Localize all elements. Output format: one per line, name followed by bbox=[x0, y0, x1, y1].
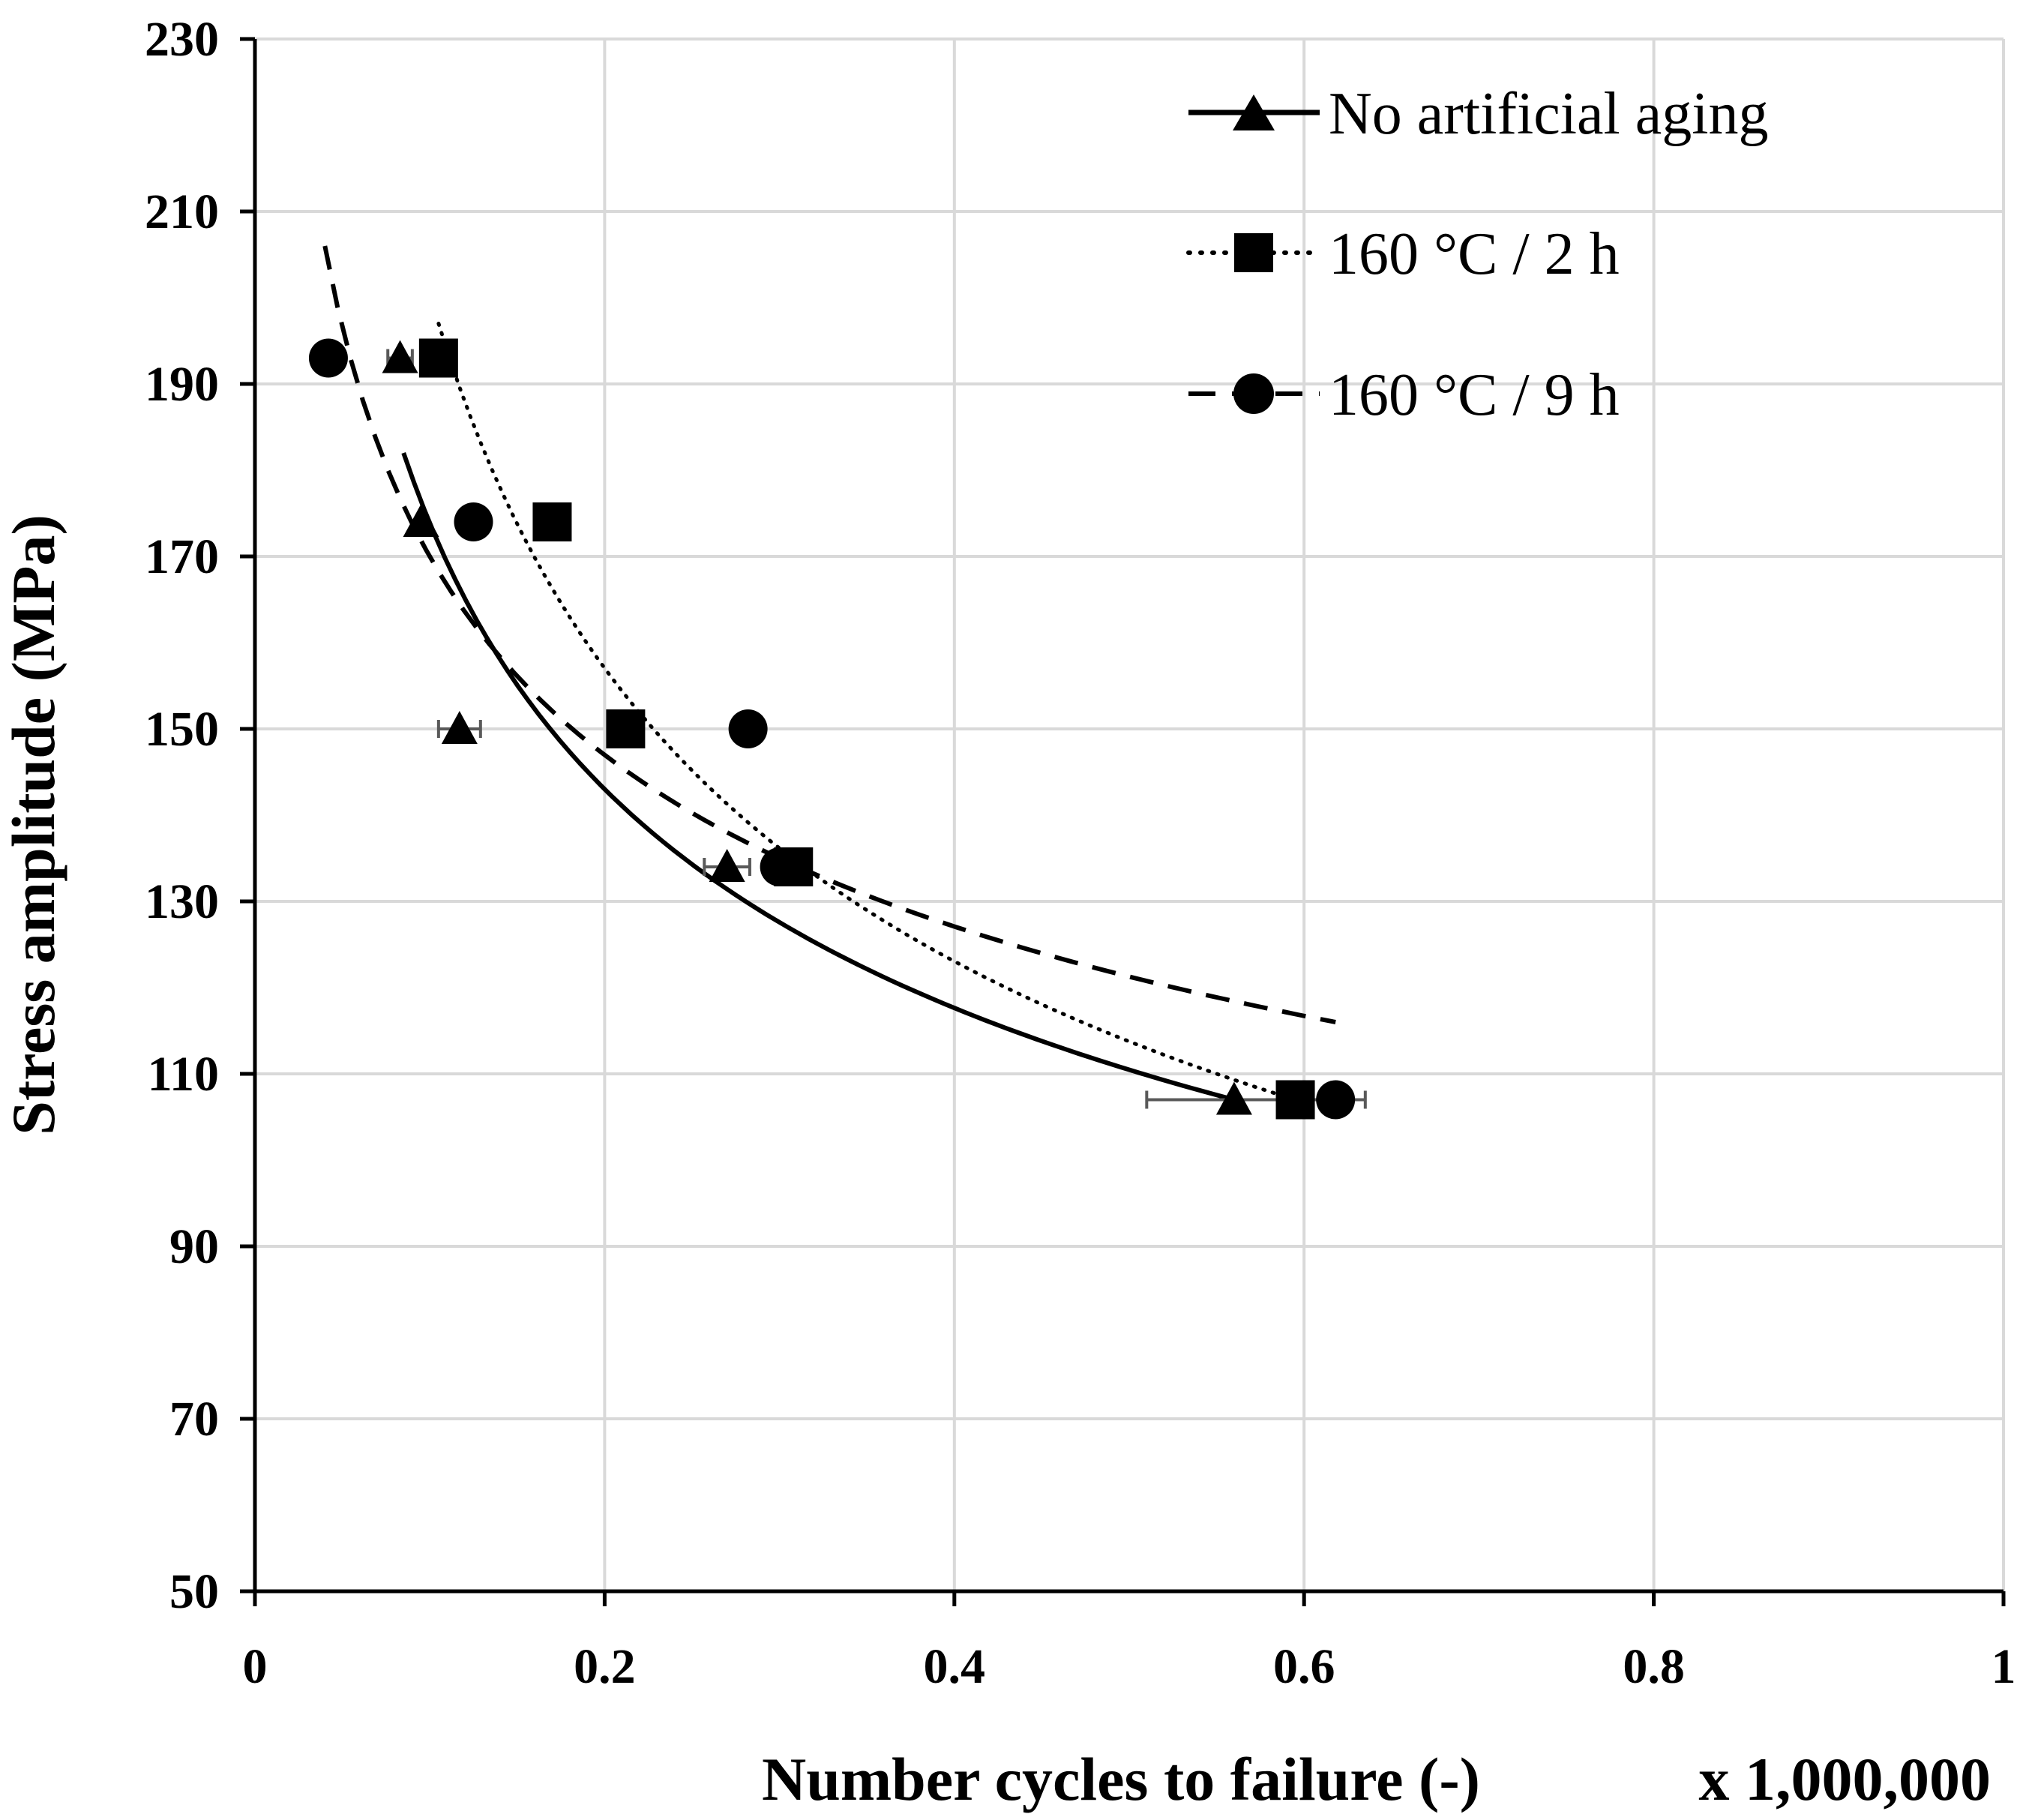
y-tick-label: 110 bbox=[148, 1047, 219, 1102]
trend-line-circle bbox=[322, 245, 1336, 1024]
x-tick-label: 0.6 bbox=[1273, 1639, 1335, 1694]
x-tick-label: 0.8 bbox=[1623, 1639, 1685, 1694]
x-tick-label: 0.4 bbox=[924, 1639, 986, 1694]
triangle-marker bbox=[382, 340, 418, 373]
triangle-marker bbox=[709, 849, 745, 882]
gridlines bbox=[255, 37, 2005, 1591]
tick-labels: 50 70 90 110 130 150 170 190 210 230 0 0.2 0.4 0.6 0.8… bbox=[145, 12, 2016, 1694]
legend-square-marker bbox=[1234, 233, 1273, 272]
legend-triangle-marker bbox=[1233, 94, 1275, 130]
circle-marker bbox=[308, 338, 348, 378]
y-tick-label: 90 bbox=[169, 1219, 219, 1274]
y-tick-label: 50 bbox=[169, 1564, 219, 1619]
circle-marker bbox=[454, 502, 493, 541]
square-marker bbox=[418, 338, 458, 378]
triangle-marker bbox=[1215, 1081, 1252, 1115]
legend-circle-marker bbox=[1233, 373, 1274, 414]
x-tick-label: 1 bbox=[1992, 1639, 2016, 1694]
circle-marker bbox=[760, 847, 799, 886]
y-tick-label: 210 bbox=[145, 184, 219, 239]
legend-label-2h: 160 °C / 2 h bbox=[1329, 221, 1620, 287]
y-tick-label: 190 bbox=[145, 357, 219, 412]
x-tick-label: 0 bbox=[243, 1639, 268, 1694]
circle-marker bbox=[728, 709, 768, 748]
legend-item-2h: 160 °C / 2 h bbox=[1186, 221, 1620, 287]
trend-lines bbox=[322, 245, 1336, 1102]
legend: No artificial aging 160 °C / 2 h 160 °C … bbox=[1186, 81, 1768, 428]
y-tick-label: 230 bbox=[145, 12, 219, 67]
trend-line-square bbox=[436, 322, 1297, 1102]
x-axis-title: Number cycles to failure (-) bbox=[762, 1745, 1480, 1813]
triangle-marker bbox=[403, 504, 439, 537]
legend-item-no-aging: No artificial aging bbox=[1188, 81, 1768, 147]
square-marker bbox=[1275, 1080, 1315, 1120]
triangle-marker bbox=[441, 711, 478, 744]
y-axis-title: Stress amplitude (MPa) bbox=[0, 514, 67, 1135]
legend-label-no-aging: No artificial aging bbox=[1329, 81, 1768, 147]
data-points bbox=[308, 338, 1356, 1120]
legend-label-9h: 160 °C / 9 h bbox=[1329, 362, 1620, 428]
y-tick-label: 150 bbox=[145, 702, 219, 757]
legend-item-9h: 160 °C / 9 h bbox=[1188, 362, 1620, 428]
square-marker bbox=[606, 709, 646, 748]
axes bbox=[240, 37, 2006, 1606]
x-tick-label: 0.2 bbox=[574, 1639, 636, 1694]
y-tick-label: 130 bbox=[145, 874, 219, 929]
circle-marker bbox=[1316, 1080, 1356, 1120]
y-tick-label: 170 bbox=[145, 529, 219, 584]
x-axis-multiplier: x 1,000,000 bbox=[1699, 1745, 1992, 1813]
square-marker bbox=[532, 502, 572, 541]
y-tick-label: 70 bbox=[169, 1392, 219, 1447]
trend-line-triangle bbox=[401, 452, 1235, 1102]
